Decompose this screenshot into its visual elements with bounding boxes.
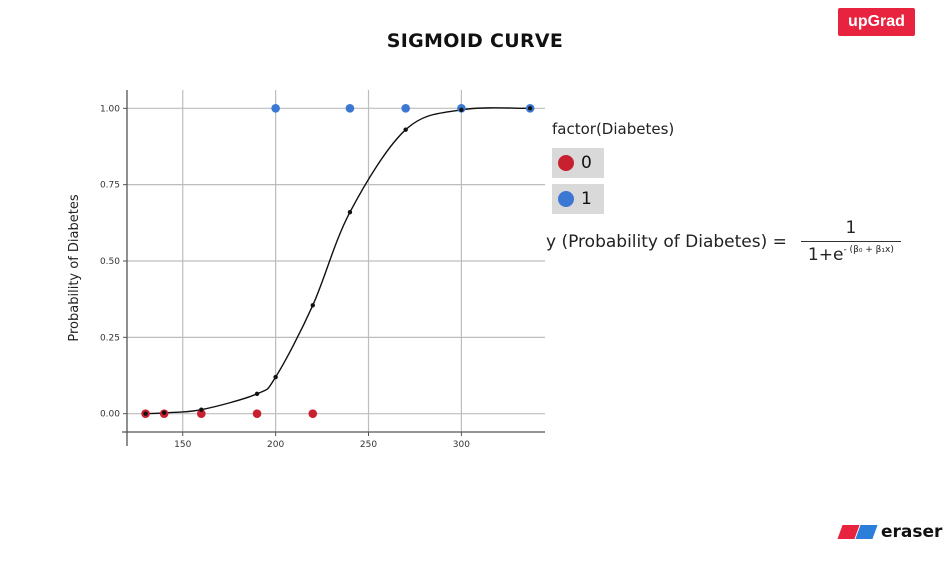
data-point-class-0 (308, 409, 318, 418)
chart-axes (122, 90, 545, 446)
fitted-curve (145, 107, 531, 415)
y-tick-label: 1.00 (100, 104, 120, 114)
y-tick-label: 0.50 (100, 257, 120, 267)
legend-title: factor(Diabetes) (552, 120, 675, 138)
fitted-point (143, 411, 148, 416)
sigmoid-curve-line (145, 107, 531, 415)
formula-fraction: 1 1+e- (β₀ + β₁x) (800, 218, 901, 265)
upgrad-logo: upGrad (838, 8, 915, 36)
fraction-line (800, 241, 901, 242)
fitted-point (273, 374, 278, 380)
y-tick-label: 0.25 (100, 333, 120, 343)
legend-dot-red (558, 155, 574, 171)
legend: factor(Diabetes) 0 1 (552, 120, 674, 220)
x-tick-label: 150 (174, 440, 191, 450)
data-point-class-0 (252, 409, 262, 418)
eraser-logo: eraser (837, 522, 943, 542)
fitted-point (403, 127, 408, 132)
data-point-class-1 (345, 104, 355, 113)
chart-tick-labels: 150 200 250 300 0.00 0.25 0.50 0.75 1.00 (100, 104, 470, 450)
formula-lhs: y (Probability of Diabetes) = (546, 231, 787, 252)
scatter-points (141, 104, 535, 418)
denominator-base: 1+e (807, 245, 844, 265)
y-axis-label: Probability of Diabetes (67, 194, 82, 341)
legend-item-0: 0 (552, 148, 604, 178)
legend-item-1: 1 (552, 184, 604, 214)
fitted-point (199, 407, 204, 412)
data-point-class-0 (197, 409, 206, 418)
eraser-logo-text: eraser (881, 522, 943, 542)
fitted-point (459, 107, 464, 113)
denominator-exponent: - (β₀ + β₁x) (843, 245, 894, 255)
fitted-point (310, 303, 315, 308)
legend-label-1: 1 (581, 189, 592, 209)
fitted-point (527, 106, 533, 111)
legend-label-0: 0 (581, 153, 592, 173)
data-point-class-1 (401, 104, 410, 113)
formula-denominator: 1+e- (β₀ + β₁x) (808, 242, 894, 265)
eraser-logo-icon (837, 525, 878, 539)
legend-dot-blue (558, 191, 574, 207)
formula-numerator: 1 (845, 218, 857, 238)
chart-title: SIGMOID CURVE (386, 30, 564, 52)
data-point-class-1 (271, 104, 280, 113)
fitted-point (161, 410, 167, 415)
y-tick-label: 0.75 (100, 181, 120, 191)
x-tick-label: 300 (453, 440, 470, 450)
x-tick-label: 250 (360, 440, 377, 450)
x-tick-label: 200 (267, 440, 284, 450)
fitted-point (254, 391, 260, 397)
sigmoid-formula: y (Probability of Diabetes) = 1 1+e- (β₀… (546, 218, 901, 265)
fitted-point (347, 209, 353, 215)
y-tick-label: 0.00 (100, 410, 120, 420)
chart-grid (127, 90, 545, 432)
